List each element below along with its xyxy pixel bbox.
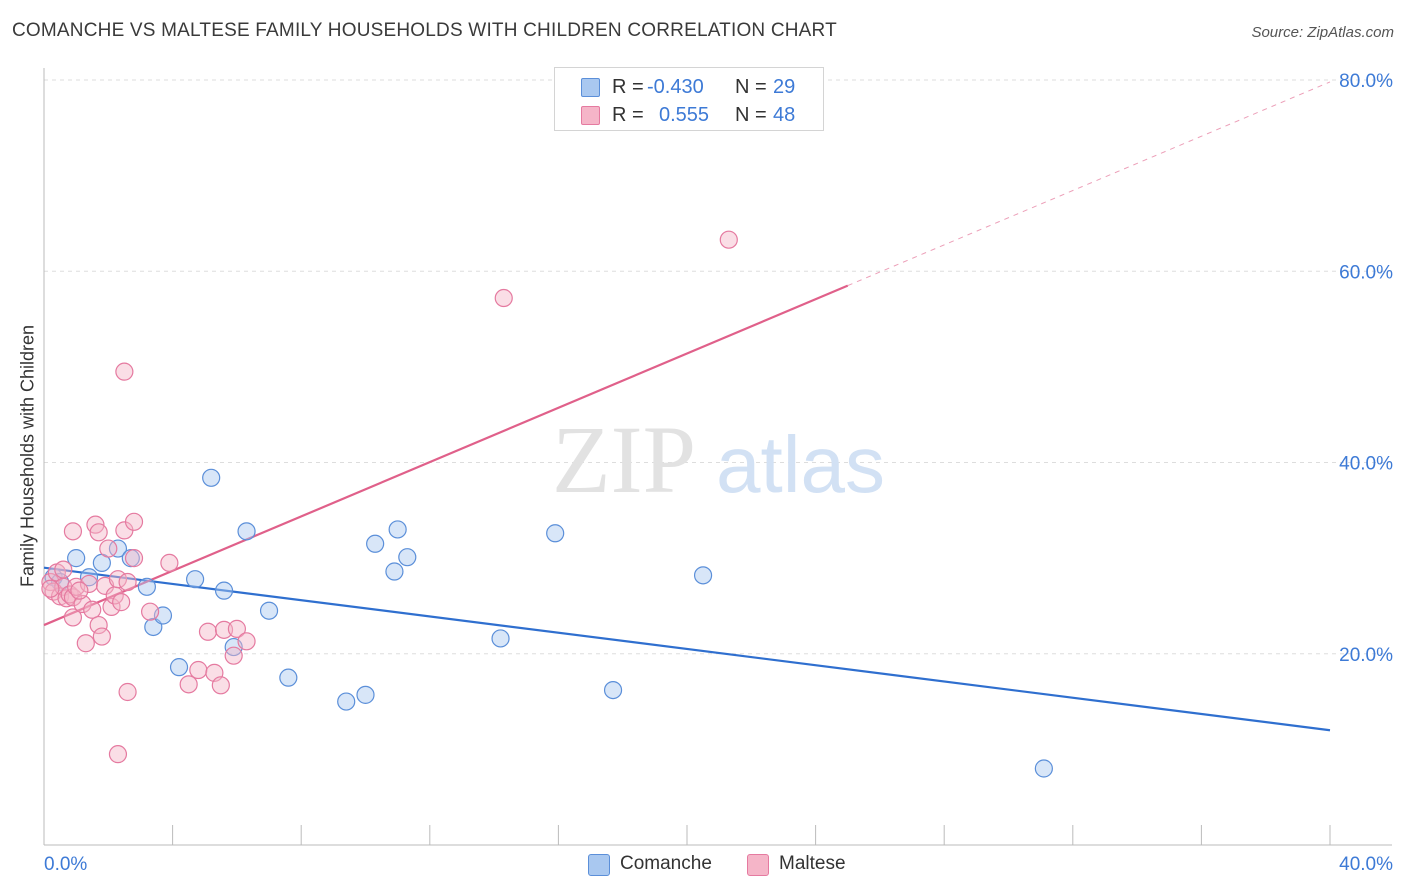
point-maltese <box>70 581 89 600</box>
point-maltese <box>63 522 83 541</box>
point-maltese <box>89 615 108 635</box>
point-comanche <box>1034 759 1053 778</box>
point-maltese <box>99 539 118 558</box>
point-comanche <box>603 680 623 700</box>
point-comanche <box>67 549 86 568</box>
legend-swatch-comanche <box>581 78 600 97</box>
point-comanche <box>546 524 565 543</box>
legend-n-value: 29 <box>773 76 796 98</box>
legend-swatch-maltese <box>581 106 600 125</box>
point-maltese <box>108 745 128 764</box>
gridlines <box>44 79 1392 655</box>
point-maltese <box>124 512 144 531</box>
data-points <box>41 230 1053 778</box>
watermark: ZIP atlas <box>552 406 885 513</box>
trend-lines <box>43 81 1331 732</box>
legend-row-maltese: R = 0.555 N = 48 <box>555 100 823 130</box>
x-tick-label: 40.0% <box>1339 854 1393 875</box>
trend-line-maltese <box>43 284 849 627</box>
legend-r-value: -0.430 <box>647 76 704 98</box>
point-comanche <box>202 468 221 487</box>
point-maltese <box>76 634 95 653</box>
y-axis-label: Family Households with Children <box>17 324 38 588</box>
point-maltese <box>115 362 134 381</box>
legend-r-value: 0.555 <box>659 104 710 126</box>
point-maltese <box>63 608 83 627</box>
point-comanche <box>214 581 234 600</box>
correlation-legend: R = -0.430 N = 29 R = 0.555 N = 48 <box>554 67 824 131</box>
legend-swatch-comanche <box>588 854 610 876</box>
y-tick-label: 60.0% <box>1339 262 1393 283</box>
legend-n-label: N = <box>735 76 767 98</box>
point-maltese <box>719 230 738 249</box>
point-maltese <box>189 660 208 680</box>
point-comanche <box>108 539 128 558</box>
point-comanche <box>337 692 356 711</box>
point-maltese <box>112 593 131 612</box>
axes <box>43 68 1392 846</box>
trend-extension-maltese <box>847 81 1331 287</box>
point-maltese <box>198 622 218 641</box>
point-comanche <box>356 685 375 704</box>
point-maltese <box>140 602 160 621</box>
point-maltese <box>63 588 83 607</box>
point-comanche <box>237 522 256 541</box>
point-maltese <box>118 682 137 702</box>
trend-line-comanche <box>43 566 1331 732</box>
y-tick-label: 80.0% <box>1339 71 1393 92</box>
point-maltese <box>237 632 256 651</box>
point-maltese <box>102 597 121 616</box>
point-maltese <box>73 594 92 614</box>
point-maltese <box>214 620 234 639</box>
point-maltese <box>160 553 179 573</box>
point-maltese <box>179 675 198 694</box>
legend-row-comanche: R = -0.430 N = 29 <box>555 72 823 102</box>
point-maltese <box>89 523 108 542</box>
point-comanche <box>398 548 417 567</box>
point-maltese <box>41 579 60 598</box>
watermark-atlas: atlas <box>716 420 885 509</box>
point-maltese <box>118 572 137 592</box>
y-tick-label: 40.0% <box>1339 454 1393 475</box>
tick-labels: 20.0% 40.0% 60.0% 80.0% 0.0% 40.0% <box>44 71 1393 875</box>
point-maltese <box>92 627 111 646</box>
point-maltese <box>54 560 73 579</box>
legend-r-label: R = <box>612 76 644 98</box>
legend-label-maltese: Maltese <box>779 853 846 874</box>
y-tick-label: 20.0% <box>1339 645 1393 666</box>
point-comanche <box>259 601 279 620</box>
point-maltese <box>79 574 99 594</box>
legend-swatch-maltese <box>747 854 769 876</box>
legend-label-comanche: Comanche <box>620 853 712 874</box>
point-maltese <box>494 288 513 308</box>
watermark-zip: ZIP <box>552 406 696 513</box>
point-comanche <box>366 534 385 553</box>
chart-title: COMANCHE VS MALTESE FAMILY HOUSEHOLDS WI… <box>12 20 837 41</box>
point-maltese <box>227 619 246 638</box>
legend-n-label: N = <box>735 104 767 126</box>
point-maltese <box>211 676 230 695</box>
point-maltese <box>83 600 102 619</box>
point-comanche <box>385 562 404 581</box>
series-legend: Comanche Maltese <box>0 852 1406 878</box>
legend-n-value: 48 <box>773 104 796 126</box>
source-credit: Source: ZipAtlas.com <box>1251 24 1394 41</box>
point-comanche <box>186 570 205 589</box>
point-comanche <box>137 577 156 596</box>
point-maltese <box>224 646 243 665</box>
point-comanche <box>169 658 189 677</box>
point-comanche <box>388 520 407 539</box>
point-comanche <box>79 568 99 587</box>
point-comanche <box>491 629 510 648</box>
x-tick-label: 0.0% <box>44 854 87 875</box>
point-comanche <box>279 668 298 687</box>
point-maltese <box>124 549 144 568</box>
legend-r-label: R = <box>612 104 644 126</box>
point-comanche <box>693 566 713 585</box>
